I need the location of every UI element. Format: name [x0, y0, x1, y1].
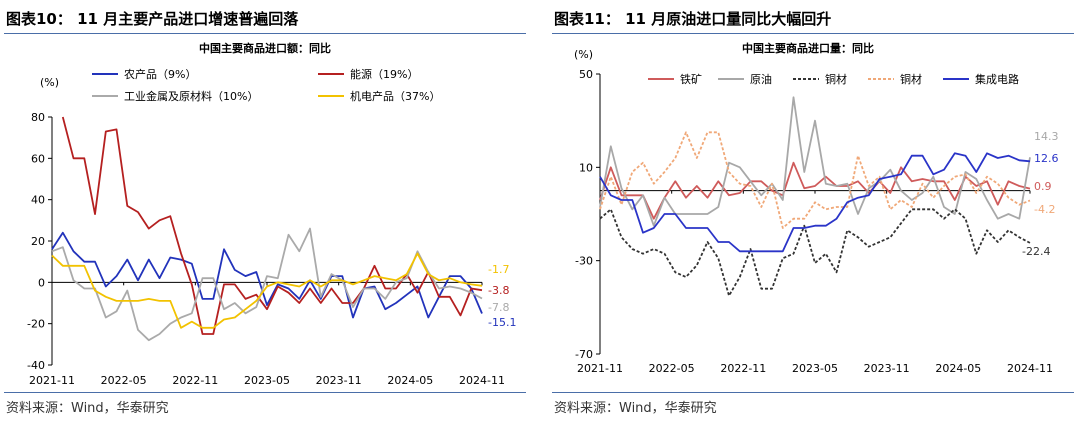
end-value-label: -1.7 [488, 263, 509, 276]
source-rule [552, 392, 1074, 393]
source-note: 资料来源：Wind，华泰研究 [554, 401, 717, 416]
legend-label: 铜材 [900, 72, 922, 86]
end-value-label: 14.3 [1034, 130, 1059, 143]
x-tick-label: 2023-11 [316, 374, 362, 387]
x-tick-label: 2024-05 [935, 362, 981, 375]
series-line-2 [61, 116, 483, 335]
chart-panel-left: 图表10： 11 月主要产品进口增速普遍回落 中国主要商品进口额：同比 (%) … [0, 0, 530, 431]
end-value-label: -7.8 [488, 301, 509, 314]
series-line-3 [599, 208, 1031, 297]
y-tick-label: -20 [27, 318, 45, 331]
chart-panel-right: 图表11： 11 月原油进口量同比大幅回升 中国主要商品进口量：同比 (%) -… [548, 0, 1078, 431]
x-tick-label: 2022-11 [172, 374, 218, 387]
figure-title: 图表10： 11 月主要产品进口增速普遍回落 [6, 10, 299, 28]
end-value-label: 0.9 [1034, 180, 1052, 193]
x-tick-label: 2023-05 [792, 362, 838, 375]
series-line-3 [51, 227, 483, 342]
y-tick-label: 80 [31, 111, 45, 124]
y-tick-label: 20 [31, 235, 45, 248]
series-line-4 [51, 252, 483, 329]
x-tick-label: 2024-05 [387, 374, 433, 387]
y-axis-unit: (%) [574, 48, 593, 61]
y-tick-label: -70 [575, 348, 593, 361]
import-value-chart: 中国主要商品进口额：同比 (%) -40 -20 0 20 40 60 80 2021-11 2… [27, 41, 516, 387]
title-rule [4, 33, 526, 34]
end-value-label: -4.2 [1034, 203, 1055, 216]
legend-label: 铁矿 [680, 73, 702, 86]
end-value-label: -15.1 [488, 316, 516, 329]
series-line-2 [599, 96, 1031, 227]
legend-label: 原油 [750, 72, 772, 86]
y-tick-label: -40 [27, 359, 45, 372]
end-value-label: -22.4 [1022, 245, 1050, 258]
legend-label: 铜材 [825, 72, 847, 86]
y-tick-label: 10 [579, 161, 593, 174]
legend-label: 机电产品（37%） [350, 89, 440, 103]
title-rule [552, 33, 1074, 34]
series-line-4 [599, 131, 1031, 229]
end-value-label: -3.8 [488, 284, 509, 297]
end-value-label: 12.6 [1034, 152, 1059, 165]
y-tick-label: 40 [31, 194, 45, 207]
x-tick-label: 2022-11 [720, 362, 766, 375]
legend-label: 农产品（9%） [124, 67, 196, 81]
x-tick-label: 2021-11 [577, 362, 623, 375]
chart-title: 中国主要商品进口额：同比 [199, 41, 331, 55]
chart-title: 中国主要商品进口量：同比 [742, 41, 874, 55]
x-tick-label: 2024-11 [1007, 362, 1053, 375]
y-axis-unit: (%) [40, 76, 59, 89]
legend-label: 能源（19%） [350, 67, 418, 81]
y-tick-label: -30 [575, 255, 593, 268]
source-rule [4, 392, 526, 393]
legend-label: 集成电路 [975, 72, 1019, 86]
figure-title: 图表11： 11 月原油进口量同比大幅回升 [554, 10, 832, 28]
y-tick-label: 50 [579, 68, 593, 81]
legend-label: 工业金属及原材料（10%） [124, 89, 258, 103]
y-tick-label: 0 [38, 276, 45, 289]
series-line-5 [599, 152, 1031, 253]
x-tick-label: 2023-11 [864, 362, 910, 375]
series-line-1 [51, 231, 483, 319]
x-tick-label: 2022-05 [101, 374, 147, 387]
series-line-1 [599, 161, 1031, 220]
import-volume-chart: 中国主要商品进口量：同比 (%) -70 -30 10 50 2021-11 2022-0… [574, 41, 1059, 375]
source-note: 资料来源：Wind，华泰研究 [6, 401, 169, 416]
y-tick-label: 60 [31, 152, 45, 165]
x-tick-label: 2022-05 [649, 362, 695, 375]
x-tick-label: 2021-11 [29, 374, 75, 387]
x-tick-label: 2024-11 [459, 374, 505, 387]
x-tick-label: 2023-05 [244, 374, 290, 387]
